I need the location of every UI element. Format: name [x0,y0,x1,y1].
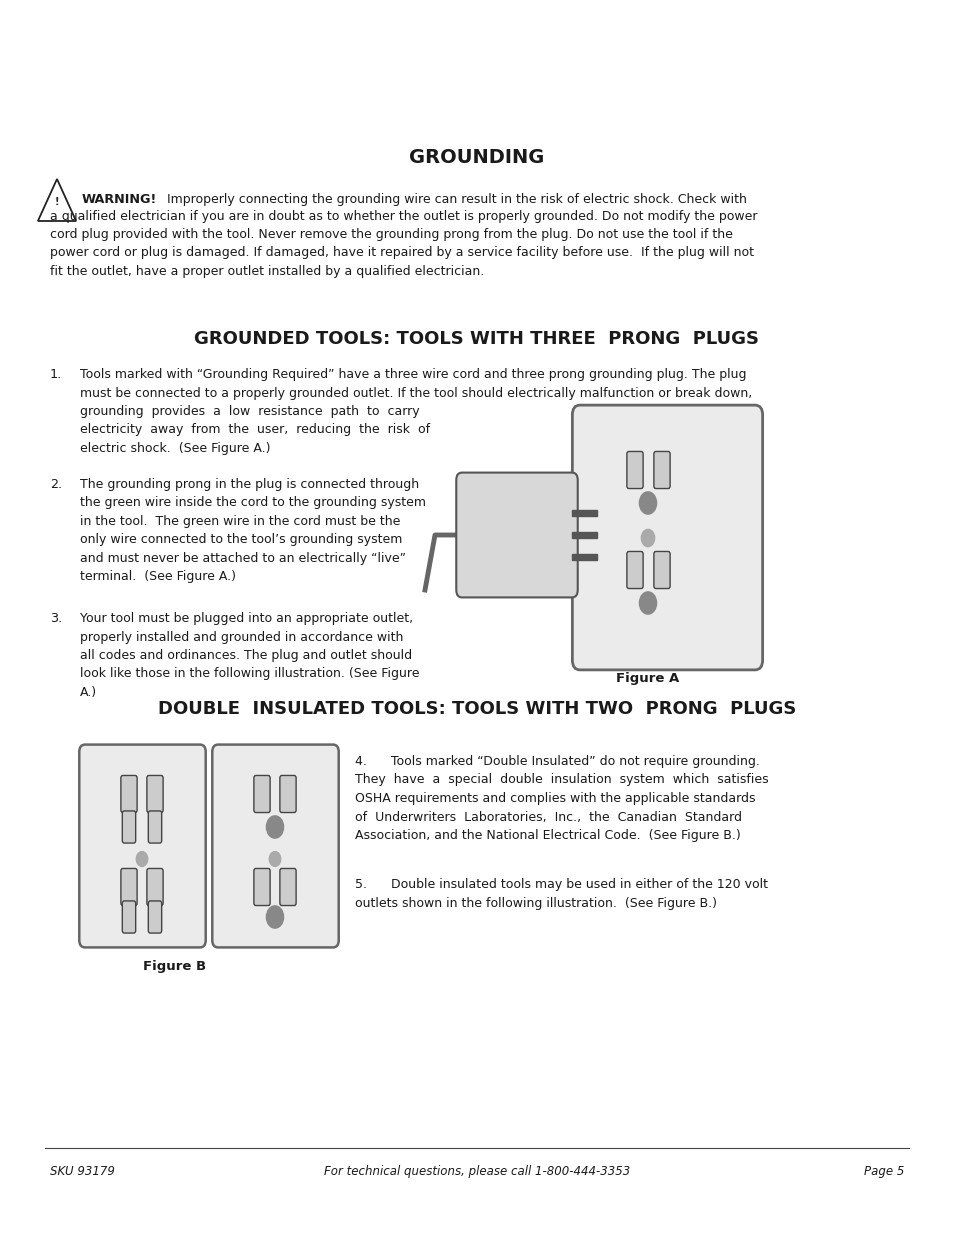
Text: 1.: 1. [50,368,62,382]
Circle shape [136,852,148,867]
Text: GROUNDING: GROUNDING [409,148,544,167]
FancyBboxPatch shape [653,452,669,489]
FancyBboxPatch shape [279,776,295,813]
Text: 5.      Double insulated tools may be used in either of the 120 volt
outlets sho: 5. Double insulated tools may be used in… [355,878,767,909]
FancyBboxPatch shape [253,776,270,813]
Circle shape [639,492,656,514]
Text: WARNING!: WARNING! [82,193,157,206]
FancyArrow shape [572,510,597,516]
FancyArrow shape [572,555,597,561]
FancyBboxPatch shape [279,868,295,905]
Circle shape [266,816,283,839]
FancyBboxPatch shape [213,745,338,947]
FancyBboxPatch shape [456,473,578,598]
FancyArrow shape [572,532,597,538]
FancyBboxPatch shape [121,776,137,813]
Text: !: ! [54,198,59,207]
FancyBboxPatch shape [626,552,642,589]
Text: SKU 93179: SKU 93179 [50,1165,114,1178]
Text: Your tool must be plugged into an appropriate outlet,
properly installed and gro: Your tool must be plugged into an approp… [80,613,419,699]
Circle shape [640,530,654,547]
Circle shape [639,592,656,614]
FancyBboxPatch shape [147,776,163,813]
FancyBboxPatch shape [148,811,161,844]
Text: a qualified electrician if you are in doubt as to whether the outlet is properly: a qualified electrician if you are in do… [50,210,757,278]
Text: GROUNDED TOOLS: TOOLS WITH THREE  PRONG  PLUGS: GROUNDED TOOLS: TOOLS WITH THREE PRONG P… [194,330,759,348]
Text: The grounding prong in the plug is connected through
the green wire inside the c: The grounding prong in the plug is conne… [80,478,426,583]
Text: Page 5: Page 5 [862,1165,903,1178]
Text: Improperly connecting the grounding wire can result in the risk of electric shoc: Improperly connecting the grounding wire… [163,193,746,206]
FancyBboxPatch shape [122,811,135,844]
FancyBboxPatch shape [121,868,137,905]
FancyBboxPatch shape [148,902,161,934]
Text: Figure B: Figure B [143,960,207,973]
Text: 2.: 2. [50,478,62,492]
FancyBboxPatch shape [626,452,642,489]
FancyBboxPatch shape [147,868,163,905]
Circle shape [269,852,280,867]
Text: Tools marked with “Grounding Required” have a three wire cord and three prong gr: Tools marked with “Grounding Required” h… [80,368,752,454]
FancyBboxPatch shape [253,868,270,905]
FancyBboxPatch shape [79,745,206,947]
Text: 4.      Tools marked “Double Insulated” do not require grounding.
They  have  a : 4. Tools marked “Double Insulated” do no… [355,755,768,842]
FancyBboxPatch shape [572,405,761,669]
FancyBboxPatch shape [122,902,135,934]
FancyBboxPatch shape [653,552,669,589]
Circle shape [266,906,283,929]
Text: DOUBLE  INSULATED TOOLS: TOOLS WITH TWO  PRONG  PLUGS: DOUBLE INSULATED TOOLS: TOOLS WITH TWO P… [157,700,796,718]
Text: For technical questions, please call 1-800-444-3353: For technical questions, please call 1-8… [323,1165,630,1178]
Text: Figure A: Figure A [616,672,679,685]
Text: 3.: 3. [50,613,62,625]
